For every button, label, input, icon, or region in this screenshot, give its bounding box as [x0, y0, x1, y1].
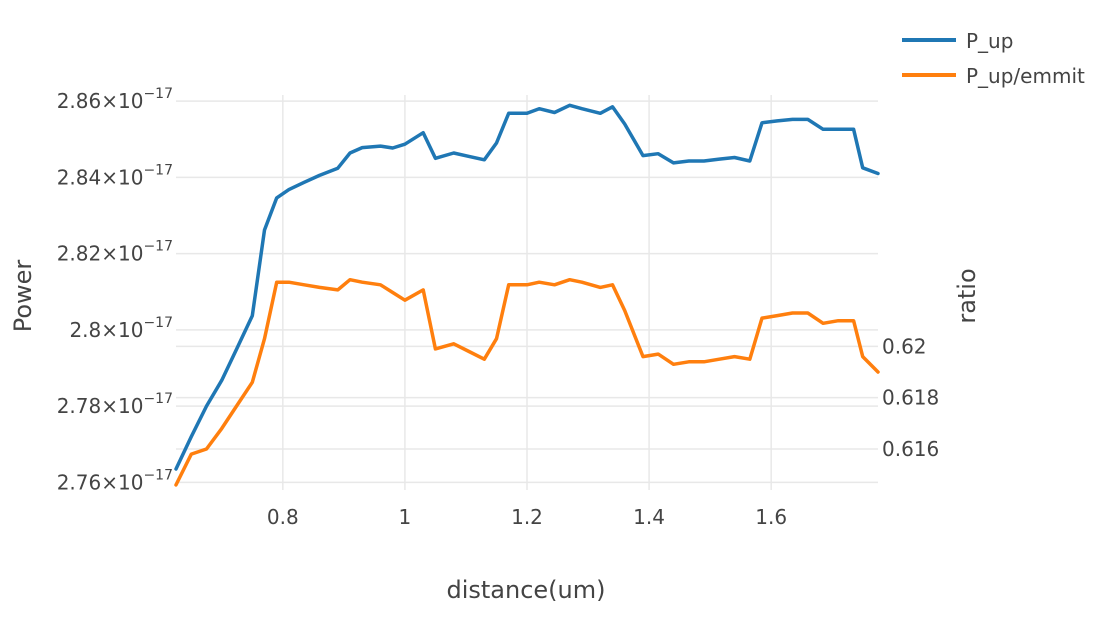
y2-tick-label: 0.62: [882, 334, 927, 358]
legend-item-p-up-emmit[interactable]: P_up/emmit: [902, 64, 1085, 88]
grid-lines: [176, 95, 878, 490]
y-axis-ticks: 2.76×10−17 2.78×10−17 2.8×10−17 2.82×10−17 2…: [57, 86, 173, 494]
y-tick-label: 2.76×10−17: [57, 467, 173, 494]
x-tick-label: 1.4: [633, 505, 665, 529]
series-line-p-up: [174, 103, 880, 471]
series-line-p-up-emmit: [174, 277, 880, 487]
y2-axis-title: ratio: [953, 268, 981, 323]
x-axis-title: distance(um): [446, 576, 605, 604]
x-tick-label: 1.6: [755, 505, 787, 529]
y-tick-label: 2.86×10−17: [57, 86, 173, 113]
x-axis-ticks: 0.8 1 1.2 1.4 1.6: [267, 505, 787, 529]
legend-item-p-up[interactable]: P_up: [902, 29, 1013, 53]
y-tick-label: 2.8×10−17: [69, 315, 173, 342]
x-tick-label: 1: [399, 505, 412, 529]
y2-tick-label: 0.616: [882, 437, 939, 461]
y2-tick-label: 0.618: [882, 386, 939, 410]
legend-label-p-up-emmit: P_up/emmit: [966, 64, 1085, 88]
y-tick-label: 2.84×10−17: [57, 162, 173, 189]
x-tick-label: 1.2: [511, 505, 543, 529]
y2-axis-ticks: 0.616 0.618 0.62: [882, 334, 939, 461]
legend: P_up P_up/emmit: [902, 29, 1085, 88]
x-tick-label: 0.8: [267, 505, 299, 529]
y-tick-label: 2.78×10−17: [57, 391, 173, 418]
y-axis-title: Power: [9, 260, 37, 333]
y-tick-label: 2.82×10−17: [57, 239, 173, 266]
legend-label-p-up: P_up: [966, 29, 1013, 53]
series-lines: [174, 103, 880, 487]
